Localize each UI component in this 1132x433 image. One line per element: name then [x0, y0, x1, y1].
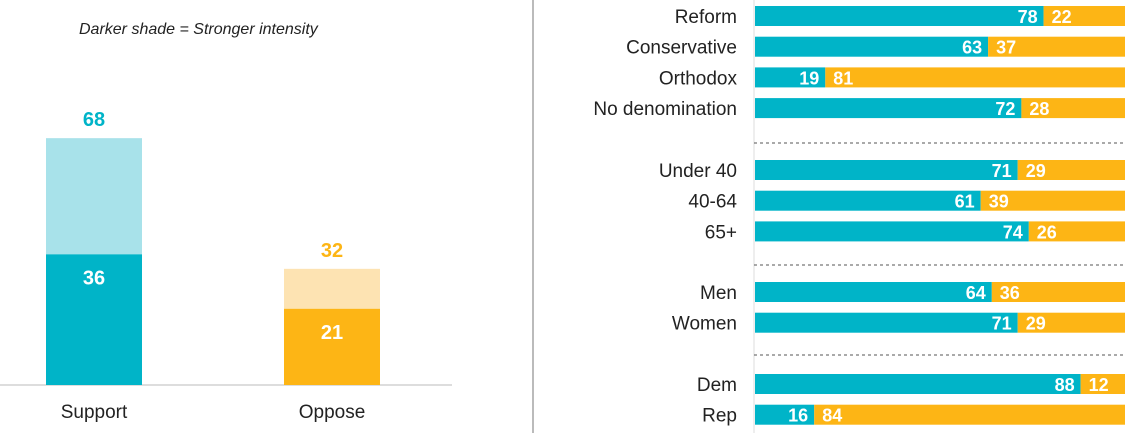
row-label: Men [700, 283, 737, 304]
row-label: Under 40 [659, 161, 737, 182]
support-value: 78 [1018, 7, 1038, 27]
oppose-value: 81 [833, 68, 853, 88]
support-bar [755, 404, 815, 425]
bar-strong-value: 21 [321, 322, 343, 344]
bar-light-segment [284, 268, 380, 309]
oppose-value: 28 [1029, 99, 1049, 119]
intensity-note: Darker shade = Stronger intensity [79, 21, 319, 38]
support-value: 88 [1055, 375, 1075, 395]
row-label: 40-64 [688, 192, 737, 213]
bar-strong-segment [284, 308, 380, 385]
support-bar [755, 374, 1081, 394]
support-bar [755, 160, 1018, 180]
row-label: Reform [675, 7, 737, 28]
support-bar [755, 312, 1018, 333]
bar-total-value: 32 [321, 240, 343, 262]
oppose-bar [1080, 374, 1125, 394]
oppose-bar [988, 36, 1125, 57]
row-label: No denomination [593, 99, 737, 120]
support-bar [755, 282, 992, 302]
support-bar [755, 67, 826, 88]
oppose-bar [1021, 98, 1125, 119]
oppose-value: 29 [1026, 161, 1046, 181]
support-bar [755, 221, 1029, 242]
oppose-value: 26 [1037, 222, 1057, 242]
row-label: Conservative [626, 38, 737, 59]
bar-strong-segment [46, 254, 142, 385]
oppose-value: 29 [1026, 314, 1046, 334]
row-label: Rep [702, 406, 737, 427]
support-value: 72 [995, 99, 1015, 119]
support-value: 71 [992, 161, 1012, 181]
oppose-value: 39 [989, 192, 1009, 212]
support-value: 61 [955, 192, 975, 212]
oppose-bar [991, 282, 1125, 302]
right-horizontal-bars: 78 22 Reform 63 37 Conservative 19 81 Orthodox 72… [593, 6, 1125, 427]
support-value: 74 [1003, 222, 1023, 242]
bar-total-value: 68 [83, 109, 105, 131]
oppose-bar [980, 190, 1125, 211]
oppose-value: 12 [1089, 375, 1109, 395]
oppose-bar [1043, 6, 1125, 26]
support-bar [755, 6, 1044, 26]
category-label: Support [61, 402, 128, 423]
row-label: Dem [697, 375, 737, 396]
row-label: 65+ [705, 222, 737, 243]
oppose-bar [1028, 221, 1125, 242]
oppose-bar [1017, 312, 1125, 333]
support-bar [755, 98, 1022, 119]
oppose-value: 84 [822, 406, 842, 426]
support-value: 64 [966, 283, 986, 303]
oppose-bar [814, 404, 1125, 425]
oppose-value: 37 [996, 38, 1016, 58]
oppose-bar [1017, 160, 1125, 180]
bar-strong-value: 36 [83, 267, 105, 289]
row-label: Orthodox [659, 68, 738, 89]
support-value: 16 [788, 406, 808, 426]
support-bar [755, 190, 981, 211]
support-value: 63 [962, 38, 982, 58]
support-value: 19 [799, 68, 819, 88]
oppose-value: 22 [1052, 7, 1072, 27]
row-label: Women [672, 314, 737, 335]
oppose-bar [825, 67, 1125, 88]
bar-light-segment [46, 138, 142, 255]
support-bar [755, 36, 989, 57]
left-stacked-bars: 36 68 Support 21 32 Oppose [46, 109, 380, 423]
category-label: Oppose [299, 402, 366, 423]
support-value: 71 [992, 314, 1012, 334]
oppose-value: 36 [1000, 283, 1020, 303]
